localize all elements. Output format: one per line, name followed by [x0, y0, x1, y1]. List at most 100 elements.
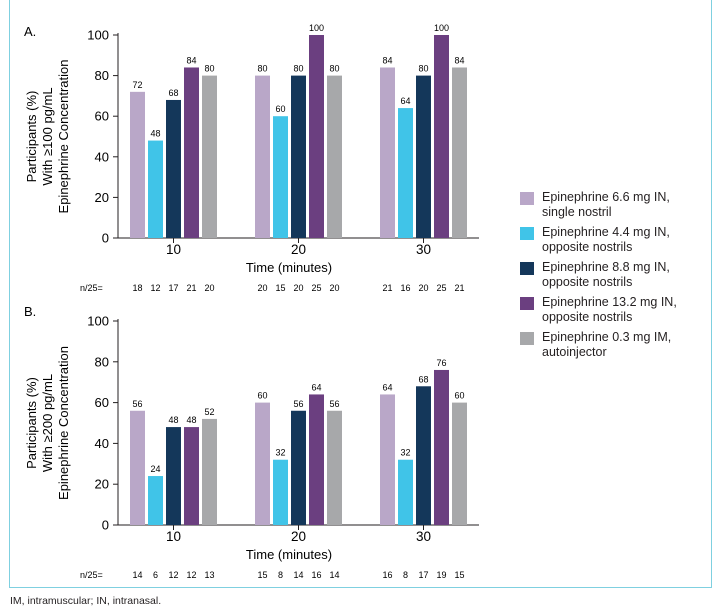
bar-value-label: 76 [436, 358, 446, 368]
x-tick-label: 20 [291, 529, 306, 544]
bar-value-label: 52 [204, 407, 214, 417]
legend-label-line1: Epinephrine 8.8 mg IN, [542, 260, 670, 274]
n-count-label: 15 [257, 570, 267, 580]
bar-value-label: 64 [382, 382, 392, 392]
n-count-label: 8 [278, 570, 283, 580]
x-tick-label: 30 [416, 242, 431, 257]
bar [130, 91, 145, 238]
n-count-label: 21 [382, 283, 392, 293]
bar-value-label: 64 [311, 382, 321, 392]
legend-label-line1: Epinephrine 13.2 mg IN, [542, 295, 677, 309]
legend-label-line2: opposite nostrils [542, 275, 633, 289]
bar-value-label: 80 [204, 64, 214, 74]
bar [398, 108, 413, 238]
n-count-label: 25 [436, 283, 446, 293]
bar-value-label: 24 [150, 464, 160, 474]
bar [255, 75, 270, 238]
n-count-label: 12 [168, 570, 178, 580]
legend-swatch [520, 192, 534, 205]
y-tick-label: 0 [102, 231, 109, 246]
n-count-label: 20 [418, 283, 428, 293]
bar [202, 75, 217, 238]
bar-value-label: 72 [132, 80, 142, 90]
n-count-label: 15 [275, 283, 285, 293]
bar-value-label: 84 [186, 55, 196, 65]
bar-value-label: 32 [400, 448, 410, 458]
n-count-label: 19 [436, 570, 446, 580]
n-count-label: 15 [454, 570, 464, 580]
y-axis-label-line: Participants (%) [24, 91, 39, 183]
y-tick-label: 20 [95, 477, 109, 492]
bar [184, 67, 199, 238]
bar-value-label: 68 [168, 88, 178, 98]
bar [380, 394, 395, 525]
bar-value-label: 64 [400, 96, 410, 106]
x-tick-label: 10 [166, 529, 181, 544]
legend-item-8-8mg: Epinephrine 8.8 mg IN, opposite nostrils [520, 260, 720, 290]
bar-value-label: 84 [454, 55, 464, 65]
y-tick-label: 0 [102, 518, 109, 533]
x-tick-label: 10 [166, 242, 181, 257]
legend-swatch [520, 297, 534, 310]
n-count-label: 14 [132, 570, 142, 580]
bar [452, 67, 467, 238]
panel-label: A. [24, 24, 36, 39]
n-count-label: 17 [168, 283, 178, 293]
bar [434, 369, 449, 525]
y-tick-label: 60 [95, 109, 109, 124]
y-tick-label: 80 [95, 354, 109, 369]
legend: Epinephrine 6.6 mg IN, single nostril Ep… [520, 190, 720, 365]
legend-item-6-6mg: Epinephrine 6.6 mg IN, single nostril [520, 190, 720, 220]
bar-value-label: 48 [150, 129, 160, 139]
bar-value-label: 60 [257, 391, 267, 401]
y-axis-label-line: With ≥200 pg/mL [40, 374, 55, 472]
bar [416, 75, 431, 238]
n-count-label: 21 [186, 283, 196, 293]
bar [148, 476, 163, 525]
bar [452, 402, 467, 525]
bar [327, 410, 342, 525]
bar-value-label: 80 [293, 64, 303, 74]
legend-swatch [520, 262, 534, 275]
bar [273, 116, 288, 238]
legend-label-line1: Epinephrine 0.3 mg IM, [542, 330, 672, 344]
legend-label-line2: single nostril [542, 205, 612, 219]
n-count-label: 20 [204, 283, 214, 293]
bar-value-label: 48 [186, 415, 196, 425]
legend-label-line1: Epinephrine 6.6 mg IN, [542, 190, 670, 204]
n-count-label: 6 [153, 570, 158, 580]
y-axis-label-line: With ≥100 pg/mL [40, 87, 55, 185]
n-prefix-label: n/25= [80, 570, 103, 580]
bar-value-label: 56 [329, 399, 339, 409]
legend-swatch [520, 332, 534, 345]
n-count-label: 25 [311, 283, 321, 293]
y-tick-label: 100 [87, 28, 109, 43]
bar-value-label: 68 [418, 374, 428, 384]
bar-value-label: 48 [168, 415, 178, 425]
y-tick-label: 100 [87, 314, 109, 329]
n-count-label: 21 [454, 283, 464, 293]
bar-value-label: 80 [418, 64, 428, 74]
bar [202, 418, 217, 525]
bar-value-label: 56 [293, 399, 303, 409]
bar-value-label: 84 [382, 55, 392, 65]
footnote: IM, intramuscular; IN, intranasal. [10, 595, 162, 607]
legend-item-0-3mg-im: Epinephrine 0.3 mg IM, autoinjector [520, 330, 720, 360]
n-count-label: 20 [329, 283, 339, 293]
bar [398, 459, 413, 525]
n-count-label: 20 [257, 283, 267, 293]
bar [291, 75, 306, 238]
bar [434, 35, 449, 238]
n-count-label: 16 [311, 570, 321, 580]
x-axis-label: Time (minutes) [246, 260, 332, 275]
bar [130, 410, 145, 525]
bar-value-label: 100 [434, 23, 449, 33]
n-count-label: 8 [403, 570, 408, 580]
n-count-label: 16 [400, 283, 410, 293]
bar-value-label: 60 [454, 391, 464, 401]
legend-label-line1: Epinephrine 4.4 mg IN, [542, 225, 670, 239]
bar [255, 402, 270, 525]
bar [309, 394, 324, 525]
y-tick-label: 40 [95, 436, 109, 451]
x-tick-label: 30 [416, 529, 431, 544]
